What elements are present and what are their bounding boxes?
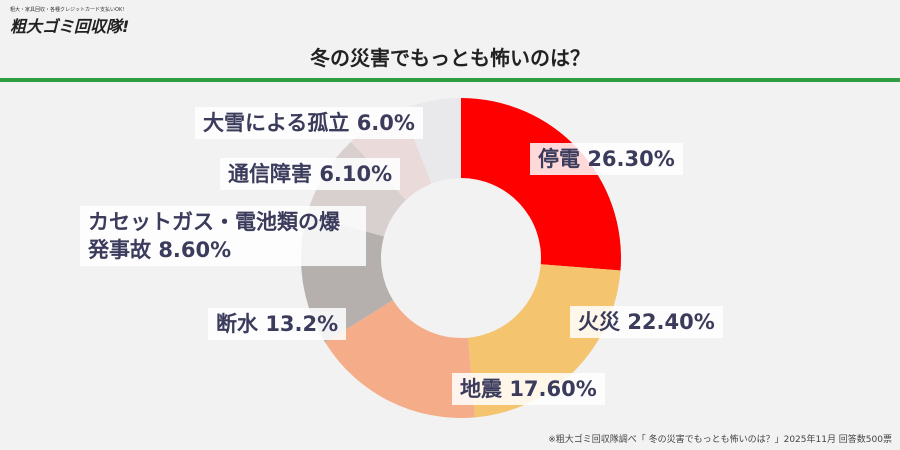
- segment-label: 通信障害 6.10%: [220, 158, 401, 190]
- value-label: 17.60%: [509, 377, 597, 401]
- value-label: 8.60%: [158, 238, 232, 262]
- value-label: 13.2%: [265, 312, 339, 336]
- segment-label: 大雪による孤立 6.0%: [195, 107, 423, 139]
- tagline: 粗大・家具回収・各種クレジットカード支払いOK!: [10, 7, 125, 13]
- category-name: 火災: [578, 310, 620, 334]
- chart-title: 冬の災害でもっとも怖いのは？: [310, 46, 590, 70]
- value-label: 26.30%: [587, 147, 675, 171]
- source-note: ※粗大ゴミ回収隊調べ「 冬の災害でもっとも怖いのは？」2025年11月 回答数5…: [548, 435, 892, 445]
- category-name: カセットガス・電池類の爆発事故: [88, 210, 340, 262]
- segment-label: 地震 17.60%: [452, 373, 605, 405]
- donut-segment: [461, 98, 621, 271]
- donut-segment: [325, 300, 476, 418]
- category-name: 断水: [216, 312, 258, 336]
- segment-label: カセットガス・電池類の爆発事故 8.60%: [80, 206, 366, 266]
- category-name: 通信障害: [228, 162, 312, 186]
- logo: 粗大ゴミ回収隊!: [10, 17, 130, 36]
- value-label: 22.40%: [627, 310, 715, 334]
- category-name: 大雪による孤立: [203, 111, 350, 135]
- title-rule: [0, 78, 900, 82]
- value-label: 6.10%: [319, 162, 393, 186]
- segment-label: 火災 22.40%: [570, 306, 723, 338]
- value-label: 6.0%: [356, 111, 415, 135]
- segment-label: 断水 13.2%: [208, 308, 347, 340]
- category-name: 停電: [538, 147, 580, 171]
- category-name: 地震: [460, 377, 502, 401]
- segment-label: 停電 26.30%: [530, 143, 683, 175]
